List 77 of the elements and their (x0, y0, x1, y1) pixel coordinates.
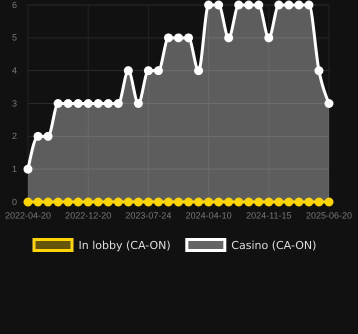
point (224, 33, 234, 42)
x-tick-label: 2022-04-20 (4, 210, 52, 220)
point (124, 198, 133, 206)
point (254, 198, 264, 206)
point (194, 66, 204, 76)
point (204, 198, 214, 206)
point (164, 198, 173, 206)
point (114, 99, 123, 108)
point (194, 198, 204, 206)
point (174, 198, 183, 206)
point (54, 198, 63, 206)
point (234, 0, 244, 10)
point (254, 0, 264, 10)
point (24, 198, 32, 206)
y-tick-label: 5 (12, 32, 17, 43)
point (54, 99, 63, 108)
point (114, 198, 123, 206)
point (184, 198, 194, 206)
point (74, 99, 83, 108)
y-tick-label: 2 (12, 131, 17, 142)
point (44, 132, 53, 141)
point (104, 198, 113, 206)
point (274, 0, 284, 10)
point (284, 198, 294, 206)
point (324, 99, 334, 108)
point (244, 0, 254, 10)
point (244, 198, 254, 206)
point (154, 198, 163, 206)
point (214, 198, 224, 206)
point (44, 198, 53, 206)
y-tick-label: 4 (12, 66, 17, 76)
y-tick-label: 3 (12, 98, 17, 108)
point (304, 198, 314, 206)
point (324, 198, 334, 206)
legend-label: In lobby (CA-ON) (78, 239, 171, 252)
point (274, 198, 284, 206)
point (224, 198, 234, 206)
point (184, 33, 194, 42)
x-tick-label: 2024-11-15 (246, 210, 292, 220)
point (74, 198, 83, 206)
point (234, 198, 244, 206)
x-tick-label: 2024-04-10 (186, 210, 232, 220)
y-tick-label: 0 (12, 196, 17, 207)
point (204, 0, 214, 10)
point (314, 66, 324, 76)
point (214, 0, 224, 10)
x-tick-label: 2022-12-20 (65, 210, 112, 220)
point (304, 0, 314, 10)
point (134, 99, 143, 108)
point (264, 33, 274, 42)
point (144, 66, 153, 76)
point (284, 0, 294, 10)
point (94, 198, 103, 206)
x-tick-label: 2023-07-24 (125, 210, 172, 220)
point (264, 198, 274, 206)
point (64, 198, 73, 206)
point (84, 99, 93, 108)
point (174, 33, 183, 42)
point (294, 0, 304, 10)
point (294, 198, 304, 206)
point (34, 132, 43, 141)
point (314, 198, 324, 206)
point (64, 99, 73, 108)
y-tick-label: 6 (12, 0, 17, 10)
point (144, 198, 153, 206)
point (34, 198, 43, 206)
point (84, 198, 93, 206)
x-tick-label: 2025-06-20 (306, 210, 352, 220)
point (134, 198, 143, 206)
point (164, 33, 173, 42)
point (104, 99, 113, 108)
point (124, 66, 133, 76)
legend-label: Casino (CA-ON) (231, 239, 316, 252)
point (154, 66, 163, 76)
point (24, 164, 32, 174)
y-tick-label: 1 (12, 164, 17, 174)
point (94, 99, 103, 108)
